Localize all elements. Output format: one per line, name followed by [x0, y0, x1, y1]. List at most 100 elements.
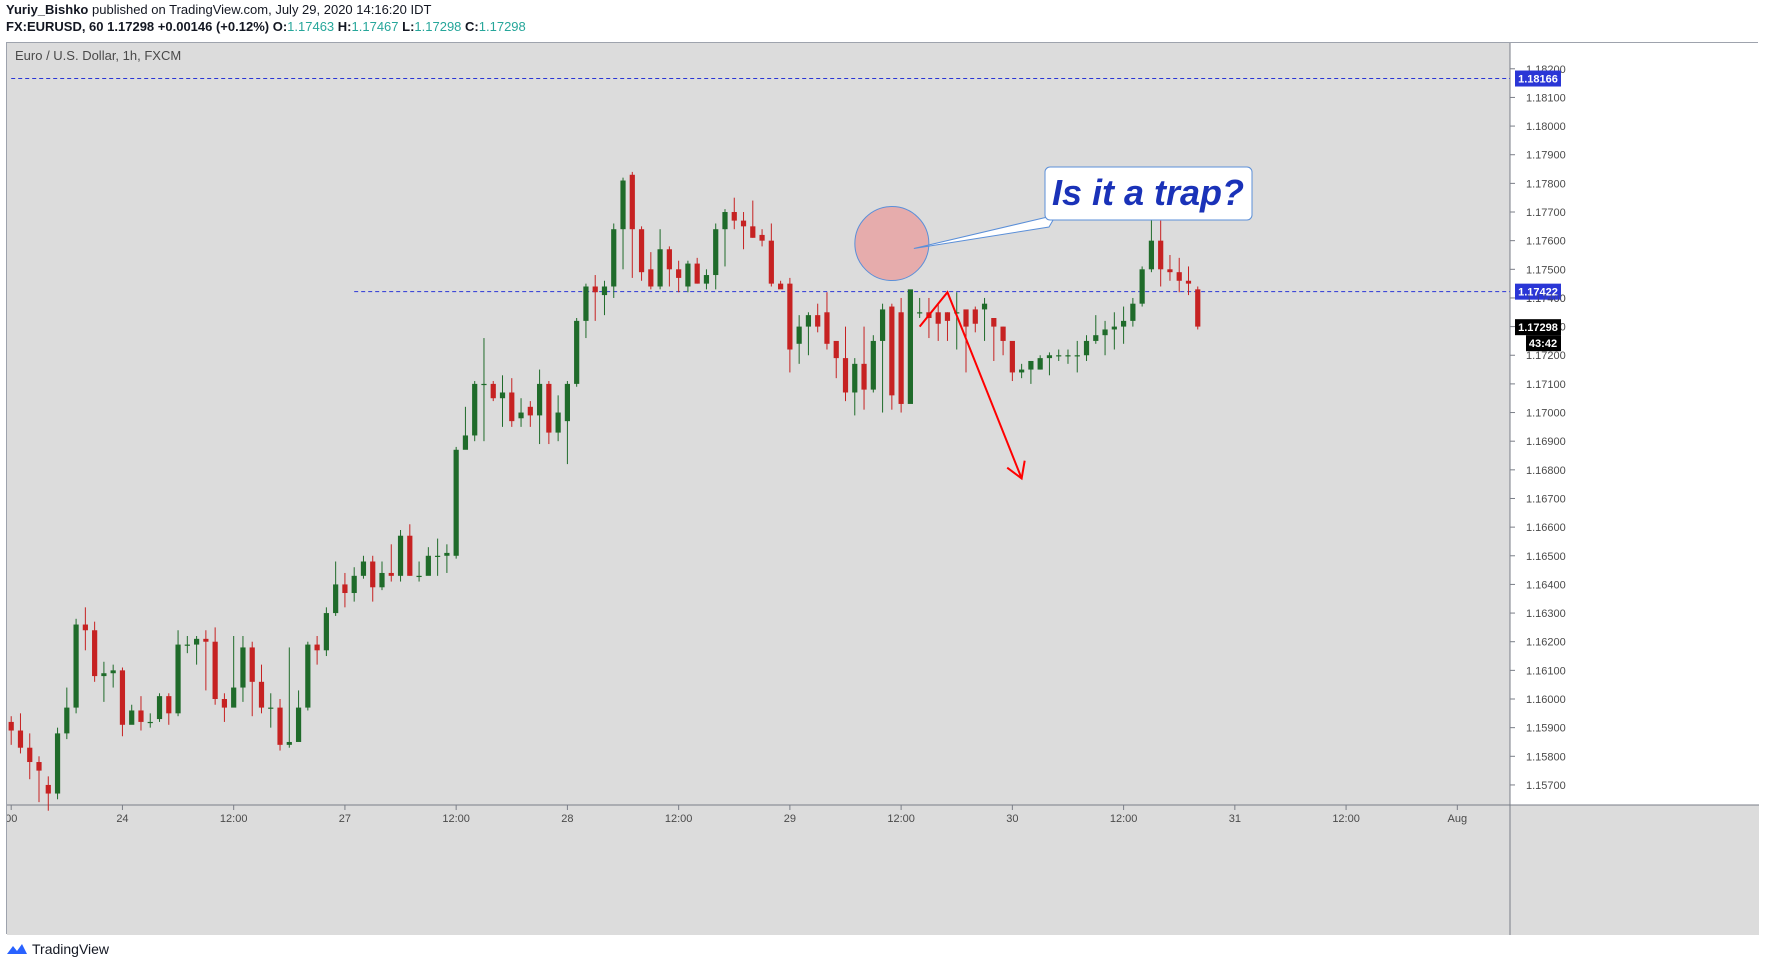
price-tick-label: 1.16100	[1526, 665, 1566, 677]
footer-brand[interactable]: TradingView	[6, 941, 109, 957]
candle-body	[750, 226, 756, 238]
candle-body	[1046, 355, 1053, 359]
candle-body	[1028, 360, 1034, 370]
candle-body	[249, 647, 255, 682]
candle-body	[175, 644, 181, 714]
candle-body	[1056, 355, 1062, 357]
low-label: L:	[402, 19, 415, 34]
candle-body	[416, 575, 422, 578]
candle-body	[490, 383, 496, 399]
highlight-circle[interactable]	[854, 206, 930, 282]
candle-body	[601, 286, 608, 296]
price-tick-label: 1.16300	[1526, 608, 1566, 620]
candle-body	[676, 269, 682, 278]
symbol-label: FX:EURUSD, 60	[6, 19, 104, 34]
candle-body	[972, 309, 978, 324]
time-tick-label: 12:00	[442, 813, 470, 825]
forecast-arrow-path[interactable]	[918, 290, 1023, 479]
price-tick-label: 1.16900	[1526, 436, 1566, 448]
candle-body	[1130, 303, 1136, 321]
candle-body	[685, 263, 691, 287]
candle-body	[694, 263, 700, 284]
candle-body	[759, 234, 765, 241]
time-tick-label: 30	[1006, 813, 1018, 825]
price-tick-label: 1.16400	[1526, 579, 1566, 591]
brand-name: TradingView	[32, 941, 110, 957]
price-tick-label: 1.15700	[1526, 780, 1566, 792]
time-tick-label: 27	[339, 813, 351, 825]
candle-body	[472, 383, 478, 436]
candle-body	[620, 180, 626, 230]
candle-body	[1176, 272, 1182, 281]
candle-body	[555, 412, 561, 433]
candle-body	[796, 326, 802, 344]
candle-body	[314, 644, 320, 651]
candle-body	[981, 303, 988, 310]
candle-body	[713, 229, 719, 276]
publish-date: published on TradingView.com, July 29, 2…	[92, 2, 432, 17]
price-tick-label: 1.18200	[1526, 64, 1566, 76]
time-tick-label: 31	[1229, 813, 1241, 825]
price-tick-label: 1.17100	[1526, 379, 1566, 391]
candle-body	[991, 318, 997, 327]
candle-body	[73, 624, 79, 708]
candle-body	[1121, 320, 1127, 327]
candle-body	[27, 747, 33, 763]
candle-body	[17, 730, 24, 748]
callout-box[interactable]	[1044, 166, 1253, 221]
candle-body	[546, 383, 552, 433]
time-tick-label: 24	[116, 813, 128, 825]
candle-body	[778, 283, 784, 290]
candle-body	[731, 212, 737, 221]
bar-countdown-label: 43:42	[1529, 338, 1557, 350]
candle-body	[166, 696, 172, 714]
candle-body	[240, 647, 246, 688]
candle-body	[258, 681, 265, 708]
chart-canvas[interactable]: Euro / U.S. Dollar, 1h, FXCM 1.182001.18…	[7, 43, 1759, 935]
candle-body	[499, 392, 506, 399]
time-axis-panel[interactable]	[7, 805, 1759, 935]
time-tick-label: 29	[784, 813, 796, 825]
candle-body	[1065, 355, 1071, 357]
author-name[interactable]: Yuriy_Bishko	[6, 2, 89, 17]
high-label: H:	[337, 19, 352, 34]
candle-body	[1074, 355, 1080, 357]
candle-body	[889, 306, 895, 396]
candle-body	[1111, 326, 1117, 330]
bar-countdown-badge	[1526, 335, 1561, 352]
price-tick-label: 1.17600	[1526, 236, 1566, 248]
time-tick-label: 12:00	[220, 813, 248, 825]
candle-body	[592, 286, 598, 293]
candle-body	[277, 707, 283, 745]
candle-body	[1083, 340, 1090, 356]
price-tick-label: 1.16500	[1526, 551, 1566, 563]
candle-body	[388, 572, 394, 576]
candle-body	[574, 320, 580, 384]
candle-body	[509, 392, 515, 422]
candle-body	[935, 312, 941, 324]
candle-body	[870, 340, 876, 390]
candle-body	[184, 644, 190, 646]
time-tick-label: 12:00	[665, 813, 693, 825]
price-tick-label: 1.17200	[1526, 350, 1566, 362]
candle-body	[231, 687, 237, 708]
candle-body	[397, 535, 404, 576]
candle-body	[527, 406, 533, 416]
price-axis-panel[interactable]	[1510, 43, 1759, 935]
price-tick-label: 1.16800	[1526, 465, 1566, 477]
candle-body	[333, 584, 339, 614]
candle-body	[861, 363, 867, 390]
candle-body	[305, 644, 311, 708]
chart-area[interactable]: Euro / U.S. Dollar, 1h, FXCM 1.18200 1.18…	[6, 42, 1759, 935]
candle-body	[481, 383, 487, 386]
candle-body	[638, 229, 645, 273]
level-price-badge	[1515, 283, 1561, 300]
candle-body	[1195, 289, 1201, 327]
price-tick-label: 1.15900	[1526, 723, 1566, 735]
high-value: 1.17467	[351, 19, 399, 34]
candle-body	[1037, 358, 1043, 370]
candle-body	[842, 358, 849, 393]
close-label: C:	[465, 19, 479, 34]
candle-body	[101, 673, 107, 677]
level-price-label: 1.18166	[1518, 74, 1558, 86]
